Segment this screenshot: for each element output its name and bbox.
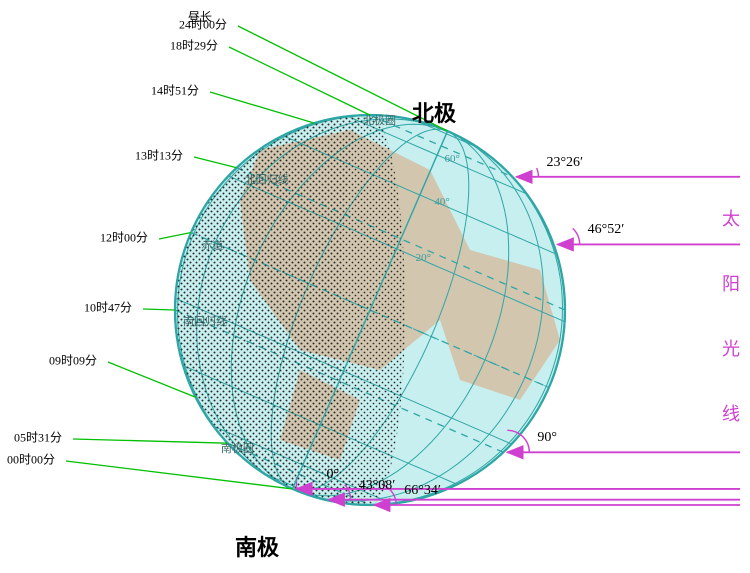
- daylength-label: 13时13分: [135, 147, 183, 164]
- circle-label-s_polar: 南极圈: [221, 440, 254, 456]
- daylength-leader: [143, 309, 175, 310]
- daylength-leader: [194, 157, 237, 168]
- daylength-label: 24时00分: [179, 16, 227, 33]
- circle-label-n_polar: 北极圈: [363, 112, 396, 128]
- lat-tick: 40°: [434, 196, 449, 208]
- daylength-label: 14时51分: [151, 82, 199, 99]
- daylength-label: 10时47分: [84, 299, 132, 316]
- daylength-label: 00时00分: [7, 451, 55, 468]
- daylength-leader: [159, 232, 191, 239]
- sun-label-char: 阳: [722, 270, 740, 296]
- circle-label-n_tropic: 北回归线: [245, 171, 289, 187]
- sun-label-char: 线: [722, 400, 740, 426]
- daylength-label: 05时31分: [14, 429, 62, 446]
- daylength-label: 18时29分: [170, 37, 218, 54]
- angle-label: 0°: [326, 467, 339, 483]
- lat-tick: 20°: [416, 252, 431, 264]
- circle-label-equator: 赤道: [201, 237, 223, 253]
- north-pole-label: 北极: [412, 96, 456, 128]
- sun-label-char: 太: [722, 205, 740, 231]
- daylength-label: 12时00分: [100, 229, 148, 246]
- sun-label-char: 光: [722, 335, 740, 361]
- south-pole-label: 南极: [235, 530, 279, 562]
- lat-tick: 60°: [445, 153, 460, 165]
- angle-arc: [537, 168, 539, 177]
- angle-arc: [573, 228, 580, 244]
- daylength-leader: [73, 439, 228, 443]
- daylength-label: 09时09分: [49, 352, 97, 369]
- angle-label: 23°26′: [546, 155, 583, 171]
- circle-label-s_tropic: 南回归线: [183, 313, 227, 329]
- angle-label: 90°: [537, 430, 557, 446]
- daylength-leader: [210, 92, 314, 123]
- angle-label: 43°08′: [359, 478, 396, 494]
- angle-label: 46°52′: [588, 222, 625, 238]
- angle-label: 66°34′: [404, 483, 441, 499]
